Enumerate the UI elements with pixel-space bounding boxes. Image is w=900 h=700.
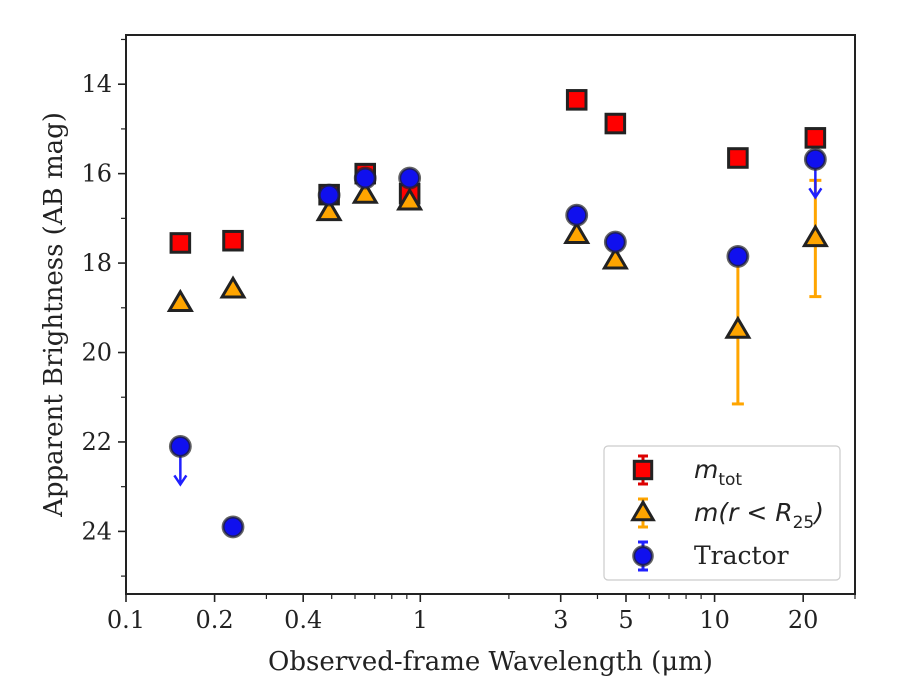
plot-frame — [125, 34, 856, 595]
data-point-square — [727, 147, 749, 169]
data-point-triangle — [724, 315, 752, 339]
series-2 — [168, 147, 827, 539]
x-tick-label: 3 — [553, 606, 568, 634]
data-point-triangle — [601, 246, 629, 270]
x-axis-label: Observed-frame Wavelength (μm) — [268, 647, 713, 677]
legend: mtot m(r < R25) Tractor — [603, 445, 841, 581]
data-point-triangle — [630, 499, 656, 522]
data-point-circle — [603, 230, 627, 254]
x-tick-label: 5 — [618, 606, 633, 634]
series-0 — [169, 89, 827, 254]
data-point-triangle — [166, 288, 194, 312]
y-axis-label: Apparent Brightness (AB mag) — [39, 112, 69, 518]
data-point-circle — [353, 166, 377, 190]
data-point-square — [222, 229, 244, 252]
data-point-circle — [632, 545, 654, 567]
series-1 — [166, 178, 829, 406]
x-tick-label: 0.1 — [107, 606, 145, 634]
data-point-triangle — [315, 198, 343, 222]
y-tick-label: 16 — [81, 160, 112, 188]
data-point-circle — [565, 203, 589, 227]
data-point-circle — [221, 515, 245, 539]
y-tick-label: 20 — [81, 339, 112, 367]
axis-ticks: 0.1 0.2 0.4 1 3 5 10 20 14 16 18 20 22 24 — [81, 38, 856, 634]
data-point-circle — [726, 244, 750, 268]
upper-limit-arrowhead — [808, 187, 823, 200]
data-marks — [166, 89, 829, 539]
x-tick-label: 0.2 — [196, 606, 234, 634]
data-point-square — [604, 112, 627, 135]
data-point-square — [632, 459, 654, 481]
y-tick-label: 14 — [81, 70, 112, 98]
data-point-triangle — [351, 180, 379, 204]
data-point-square — [804, 127, 827, 149]
data-point-triangle — [396, 187, 424, 211]
data-point-square — [565, 89, 588, 111]
y-tick-label: 18 — [81, 249, 112, 277]
legend-label: m(r < R25) — [694, 498, 824, 533]
data-point-square — [169, 232, 192, 254]
y-tick-label: 24 — [81, 517, 112, 545]
x-tick-label: 0.4 — [284, 606, 322, 634]
data-point-circle — [398, 166, 422, 190]
data-point-triangle — [219, 275, 247, 299]
upper-limit-arrowhead — [173, 474, 188, 487]
data-point-triangle — [801, 223, 829, 248]
data-point-triangle — [563, 220, 591, 244]
legend-label: mtot — [694, 455, 742, 490]
x-tick-label: 10 — [699, 606, 730, 634]
x-tick-label: 20 — [788, 606, 819, 634]
data-point-circle — [317, 183, 341, 207]
legend-frame — [603, 445, 841, 581]
legend-label: Tractor — [694, 541, 789, 570]
data-point-circle — [168, 435, 192, 458]
y-tick-label: 22 — [81, 428, 112, 456]
x-tick-label: 1 — [413, 606, 428, 634]
data-point-circle — [803, 147, 827, 171]
